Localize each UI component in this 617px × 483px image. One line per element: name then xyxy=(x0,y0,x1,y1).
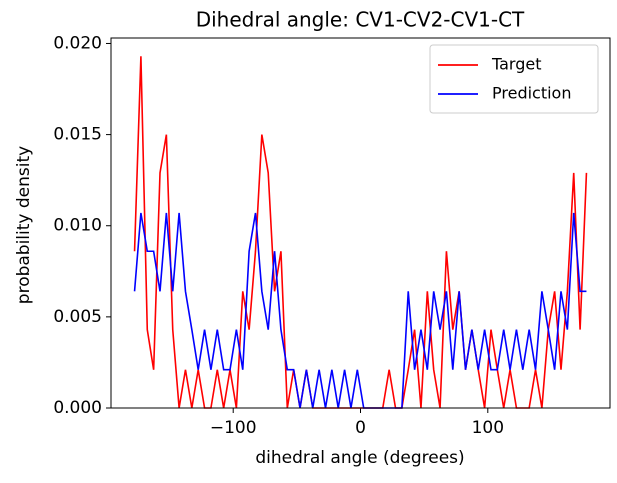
y-tick-label: 0.000 xyxy=(53,398,102,418)
y-tick-label: 0.010 xyxy=(53,216,102,236)
legend-box xyxy=(429,44,599,114)
data-line xyxy=(133,212,587,409)
legend: Target Prediction xyxy=(429,44,599,114)
plot-frame xyxy=(110,37,611,409)
y-tick-label: 0.020 xyxy=(53,33,102,53)
y-tick-label: 0.015 xyxy=(53,125,102,145)
chart-title: Dihedral angle: CV1-CV2-CV1-CT xyxy=(196,8,525,32)
legend-label: Target xyxy=(491,55,542,74)
y-axis-label: probability density xyxy=(14,146,34,304)
x-tick-label: −100 xyxy=(210,418,257,438)
x-axis-label: dihedral angle (degrees) xyxy=(255,448,464,468)
x-tick-label: 0 xyxy=(355,418,366,438)
x-tick-label: 100 xyxy=(472,418,504,438)
legend-label: Prediction xyxy=(492,84,571,103)
y-tick-label: 0.005 xyxy=(53,307,102,327)
